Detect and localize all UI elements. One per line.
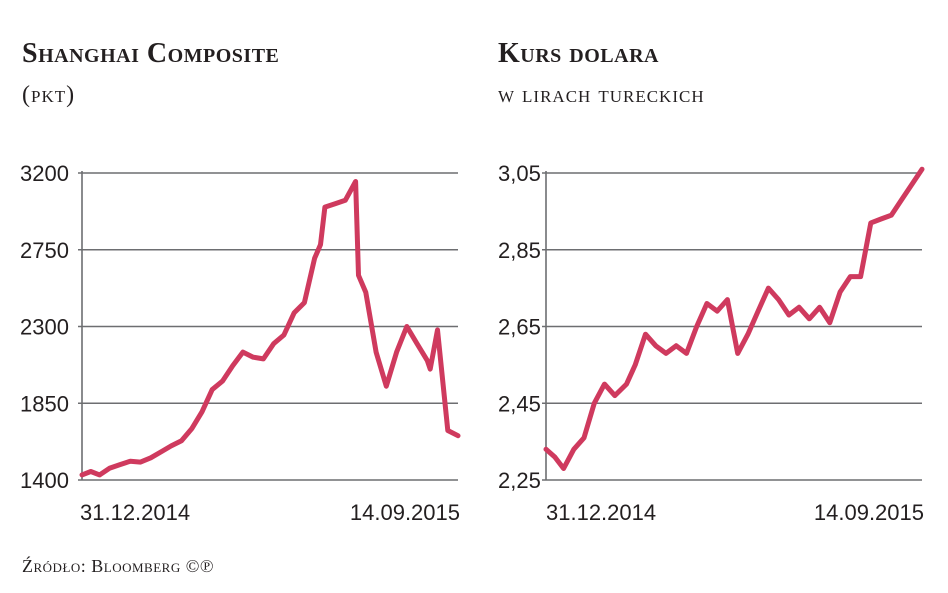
chart-title: Kurs dolara xyxy=(498,38,659,69)
y-tick-label: 2750 xyxy=(20,238,69,263)
y-tick-label: 1850 xyxy=(20,391,69,416)
y-tick-label: 2300 xyxy=(20,315,69,340)
chart-panel-usd-try: Kurs dolara w lirach tureckich 3,05 2,85 2… xyxy=(474,0,948,593)
y-tick-label: 3,05 xyxy=(498,161,541,186)
x-tick-label: 31.12.2014 xyxy=(546,500,656,525)
y-tick-label: 3200 xyxy=(20,161,69,186)
y-tick-label: 2,65 xyxy=(498,315,541,340)
source-note: Źródło: Bloomberg ©℗ xyxy=(22,556,215,576)
chart-title: Shanghai Composite xyxy=(22,38,280,69)
y-tick-label: 2,85 xyxy=(498,238,541,263)
x-tick-label: 31.12.2014 xyxy=(80,500,190,525)
x-tick-label: 14.09.2015 xyxy=(350,500,460,525)
y-tick-label: 2,45 xyxy=(498,391,541,416)
shanghai-line-chart: 3200 2750 2300 1850 1400 31.12.2014 14.09.2015 xyxy=(20,161,461,525)
x-tick-label: 14.09.2015 xyxy=(814,500,924,525)
chart-subtitle: (pkt) xyxy=(22,82,76,108)
series-line xyxy=(79,179,461,478)
y-tick-label: 2,25 xyxy=(498,468,541,493)
chart-panel-shanghai: Shanghai Composite (pkt) 3200 2750 2300 185… xyxy=(20,38,461,525)
y-tick-label: 1400 xyxy=(20,468,69,493)
series-line xyxy=(543,166,925,471)
chart-subtitle: w lirach tureckich xyxy=(498,82,705,108)
